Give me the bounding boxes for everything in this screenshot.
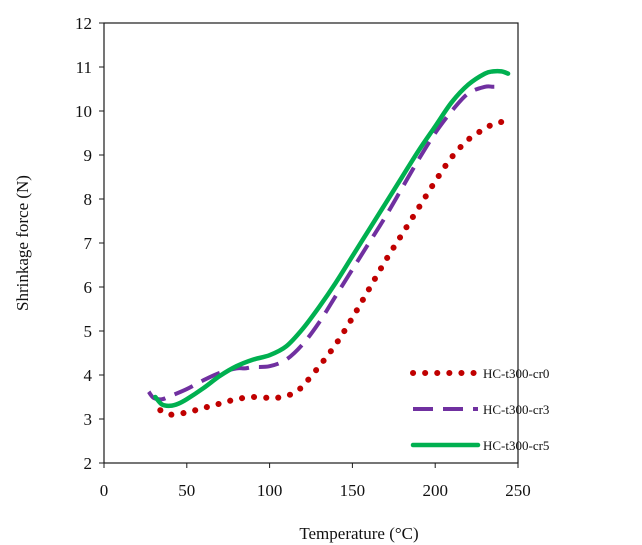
y-axis-label: Shrinkage force (N) (13, 175, 32, 311)
series-line-hc-t300-cr3 (147, 84, 502, 402)
y-axis-ticks: 2 3 4 5 6 7 8 9 10 11 12 (75, 14, 104, 473)
y-tick-label: 10 (75, 102, 92, 121)
legend-label: HC-t300-cr0 (483, 366, 549, 381)
y-tick-label: 4 (84, 366, 93, 385)
x-tick-label: 250 (505, 481, 531, 500)
plot-area (103, 22, 519, 464)
y-tick-label: 3 (84, 410, 93, 429)
x-tick-label: 200 (422, 481, 448, 500)
x-tick-label: 100 (257, 481, 283, 500)
legend-label: HC-t300-cr3 (483, 402, 549, 417)
x-tick-label: 0 (100, 481, 109, 500)
y-tick-label: 11 (76, 58, 92, 77)
y-tick-label: 2 (84, 454, 93, 473)
y-tick-label: 6 (84, 278, 93, 297)
y-tick-label: 12 (75, 14, 92, 33)
series-layer (147, 68, 512, 418)
series-line-hc-t300-cr0 (157, 119, 512, 418)
x-axis-ticks: 0 50 100 150 200 250 (100, 463, 531, 500)
y-tick-label: 9 (84, 146, 93, 165)
x-tick-label: 150 (340, 481, 366, 500)
legend-label: HC-t300-cr5 (483, 438, 549, 453)
y-tick-label: 5 (84, 322, 93, 341)
y-tick-label: 8 (84, 190, 93, 209)
legend: HC-t300-cr0 HC-t300-cr3 HC-t300-cr5 (410, 366, 549, 453)
x-tick-label: 50 (178, 481, 195, 500)
x-axis-label: Temperature (°C) (299, 524, 418, 543)
y-tick-label: 7 (84, 234, 93, 253)
series-line-hc-t300-cr5 (153, 68, 511, 409)
